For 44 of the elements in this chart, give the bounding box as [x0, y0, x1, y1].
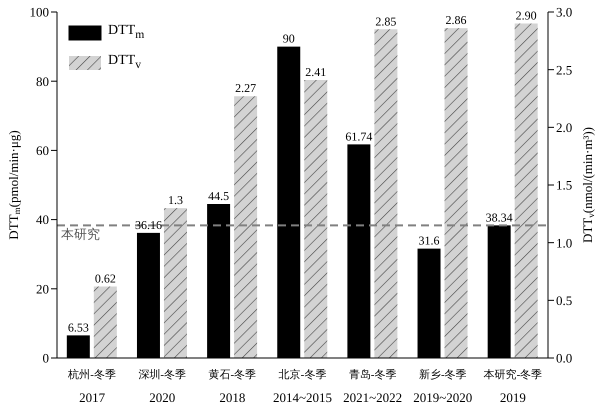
- y-tick-label: 40: [36, 212, 49, 228]
- y2-tick-label: 2.0: [556, 120, 572, 135]
- x-tick-label: 深圳-冬季 2020: [138, 368, 186, 403]
- bar: [94, 286, 117, 358]
- legend-label: DTT$_{v}$: [108, 52, 142, 73]
- data-label: 2.86: [446, 13, 467, 28]
- data-label: 2.41: [305, 65, 326, 80]
- y2-tick-label: 1.5: [556, 178, 572, 193]
- data-label: 6.53: [68, 320, 89, 334]
- x-tick-label: 北京-冬季 2014~2015: [272, 368, 332, 403]
- data-label: 44.5: [208, 189, 230, 204]
- x-tick-label: 黄石-冬季 2018: [208, 368, 256, 403]
- y2-tick-label: 0.5: [556, 292, 572, 308]
- y2-tick-label: 2.5: [556, 62, 572, 78]
- bar: [234, 96, 258, 358]
- y2-tick-label: 1.0: [556, 235, 572, 250]
- data-label: 61.74: [345, 129, 372, 144]
- data-label: 2.90: [516, 8, 537, 23]
- bar: [164, 208, 187, 358]
- data-label: 2.27: [235, 81, 256, 96]
- y-tick-label: 20: [36, 281, 49, 296]
- y-tick-label: 0: [42, 350, 49, 366]
- y2-tick-label: 0.0: [556, 350, 572, 366]
- data-label: 38.34: [486, 210, 513, 224]
- legend-label: DTT$_{m}$: [108, 22, 144, 43]
- y-tick-label: 100: [30, 4, 49, 20]
- data-label: 0.62: [94, 271, 116, 286]
- data-label: 36.16: [134, 218, 162, 232]
- x-tick-label: 杭州-冬季 2017: [67, 368, 116, 403]
- y-tick-label: 60: [36, 143, 49, 158]
- bar: [514, 24, 538, 358]
- ref-line-label: 本研究: [61, 226, 100, 242]
- y-tick-label: 80: [36, 74, 49, 89]
- data-label: 1.3: [168, 193, 183, 208]
- x-tick-label: 青岛-冬季 2021~2022: [343, 368, 402, 403]
- x-tick-label: 本研究-冬季 2019: [484, 368, 542, 403]
- data-label: 2.85: [375, 14, 396, 28]
- data-label: 31.6: [418, 234, 440, 248]
- x-tick-label: 新乡-冬季 2019~2020: [413, 368, 472, 403]
- data-label: 90: [282, 32, 295, 46]
- bar: [374, 29, 398, 358]
- bar: [444, 28, 468, 358]
- y2-tick-label: 3.0: [556, 4, 572, 20]
- bar: [304, 80, 328, 358]
